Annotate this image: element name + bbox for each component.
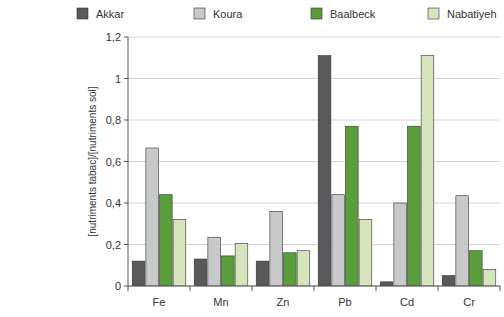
y-tick: [124, 203, 128, 204]
bar: [421, 56, 434, 286]
grid-line: [128, 203, 500, 204]
bar: [194, 259, 207, 286]
y-tick: [124, 161, 128, 162]
bar: [256, 261, 269, 286]
bar: [132, 261, 145, 286]
x-divider: [500, 286, 501, 291]
bar: [270, 211, 283, 286]
y-axis-label: [nutriments tabac]/[nutriments sol]: [87, 86, 98, 236]
y-tick-label: 0,6: [106, 156, 121, 168]
bar: [442, 276, 455, 286]
x-tick-label: Zn: [277, 296, 290, 308]
bar: [173, 220, 186, 286]
y-tick-label: 0: [115, 280, 121, 292]
y-tick-label: 1: [115, 73, 121, 85]
bar: [346, 126, 359, 286]
x-divider: [314, 286, 315, 291]
bar: [222, 256, 235, 286]
x-divider: [190, 286, 191, 291]
legend-label: Koura: [213, 8, 243, 20]
legend-swatch: [194, 8, 205, 19]
y-tick: [124, 78, 128, 79]
legend-swatch: [311, 8, 322, 19]
y-tick-label: 0,2: [106, 239, 121, 251]
bar: [235, 243, 248, 286]
y-tick-label: 1,2: [106, 31, 121, 43]
x-tick-label: Cr: [463, 296, 475, 308]
grid-line: [128, 78, 500, 79]
grid-line: [128, 161, 500, 162]
bars: [132, 56, 496, 286]
bar: [380, 282, 393, 286]
bar: [456, 196, 469, 286]
bar: [284, 253, 297, 286]
y-axis: [128, 37, 129, 286]
legend-label: Nabatiyeh: [447, 8, 497, 20]
bar: [208, 237, 221, 286]
y-tick: [124, 286, 128, 287]
bar: [359, 220, 372, 286]
bar: [394, 203, 407, 286]
bar: [146, 148, 159, 286]
x-tick-label: Mn: [213, 296, 228, 308]
bar: [483, 269, 496, 286]
x-divider: [128, 286, 129, 291]
bar: [160, 195, 173, 286]
x-tick-label: Fe: [153, 296, 166, 308]
y-tick-label: 0,4: [106, 197, 121, 209]
bar: [297, 251, 310, 286]
bar: [318, 56, 331, 286]
legend-swatch: [77, 8, 88, 19]
chart: 0 0,2 0,4 0,6 0,8 1 1,2 [nutriments tabac]/[nut…: [0, 0, 504, 317]
bar: [332, 195, 345, 286]
y-tick: [124, 244, 128, 245]
legend-swatch: [428, 8, 439, 19]
y-tick-label: 0,8: [106, 114, 121, 126]
x-divider: [376, 286, 377, 291]
x-divider: [252, 286, 253, 291]
x-tick-label: Cd: [400, 296, 414, 308]
legend-label: Akkar: [96, 8, 124, 20]
x-tick-label: Pb: [338, 296, 351, 308]
grid-line: [128, 120, 500, 121]
y-tick: [124, 120, 128, 121]
y-tick: [124, 37, 128, 38]
bar: [408, 126, 421, 286]
bar: [470, 251, 483, 286]
grid-line: [128, 37, 500, 38]
x-divider: [438, 286, 439, 291]
legend-label: Baalbeck: [330, 8, 376, 20]
